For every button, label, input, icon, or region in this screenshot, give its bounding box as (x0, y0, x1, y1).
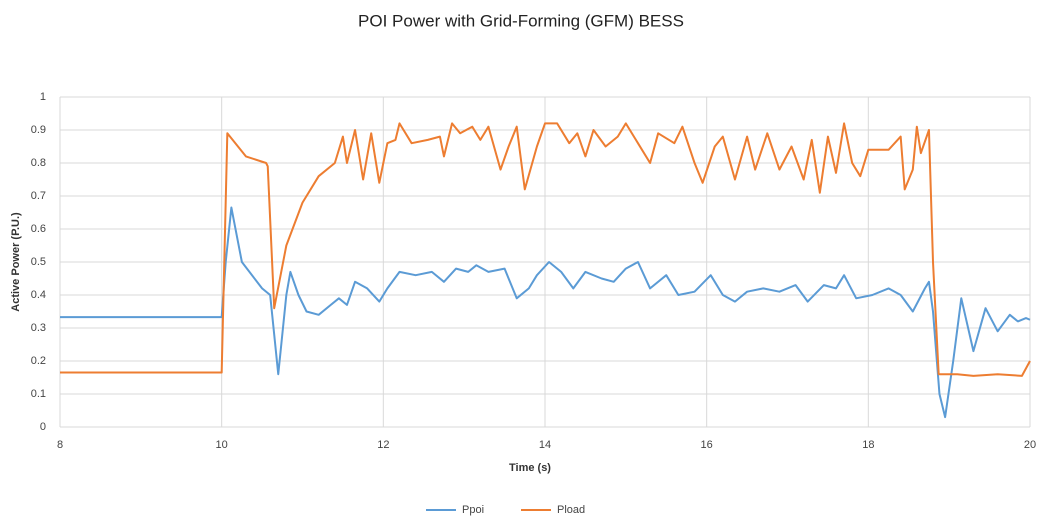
x-tick-label: 10 (216, 439, 228, 451)
y-tick-label: 0.6 (31, 223, 46, 235)
x-tick-label: 8 (57, 439, 63, 451)
y-axis-label: Active Power (P.U.) (10, 212, 22, 312)
y-tick-label: 0.3 (31, 322, 46, 334)
series-line (60, 122, 1031, 377)
x-axis-label: Time (s) (509, 462, 551, 474)
y-tick-label: 0 (40, 421, 46, 433)
series-line (60, 206, 1031, 419)
legend-label: Ppoi (462, 504, 484, 516)
chart-title: POI Power with Grid-Forming (GFM) BESS (358, 11, 684, 30)
y-tick-label: 0.2 (31, 355, 46, 367)
y-tick-label: 0.5 (31, 256, 46, 268)
x-tick-label: 16 (701, 439, 713, 451)
x-tick-label: 18 (862, 439, 874, 451)
y-tick-label: 0.1 (31, 388, 46, 400)
x-tick-label: 12 (377, 439, 389, 451)
y-tick-label: 1 (40, 91, 46, 103)
y-tick-label: 0.8 (31, 157, 46, 169)
y-tick-label: 0.9 (31, 124, 46, 136)
x-tick-label: 20 (1024, 439, 1036, 451)
y-tick-label: 0.4 (31, 289, 46, 301)
x-tick-label: 14 (539, 439, 551, 451)
y-tick-label: 0.7 (31, 190, 46, 202)
legend-label: Pload (557, 504, 585, 516)
